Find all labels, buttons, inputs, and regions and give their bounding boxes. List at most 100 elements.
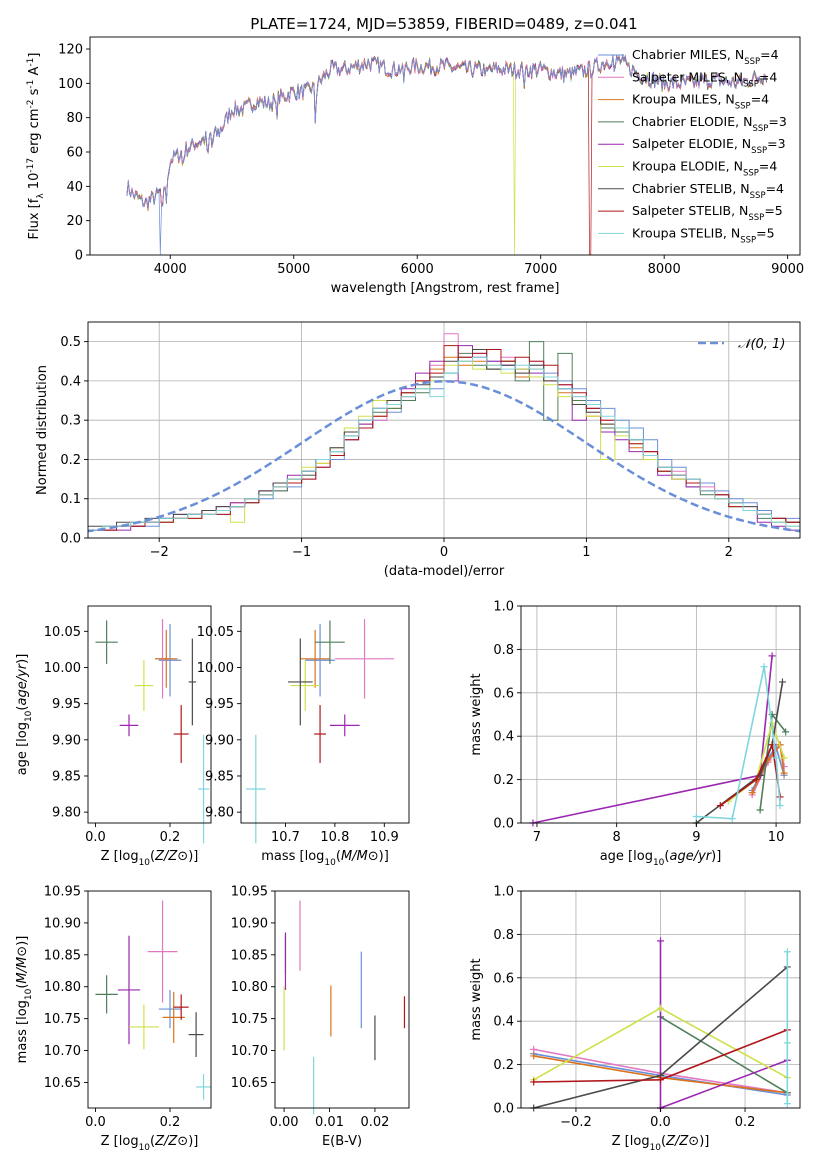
y-tick-label: 10.05 bbox=[44, 625, 81, 640]
y-tick-label: 40 bbox=[66, 180, 83, 195]
y-axis-label: mass weight bbox=[469, 958, 484, 1040]
y-tick-label: 9.85 bbox=[205, 769, 234, 784]
x-tick-label: 0.2 bbox=[160, 830, 181, 845]
weight_vs_age-frame: 7 8 9 10 0.0 0.2 0.4 0.6 0.8 1.0 age [log10(age/yr… bbox=[469, 600, 801, 868]
y-tick-label: 10.95 bbox=[44, 885, 81, 900]
y-tick-label: 0.4 bbox=[493, 730, 514, 745]
x-tick-label: 10 bbox=[768, 830, 785, 845]
x-tick-label: 7 bbox=[533, 830, 541, 845]
spectrum-lines bbox=[126, 53, 768, 255]
x-tick-label: 0.00 bbox=[270, 1115, 299, 1130]
y-tick-label: 0.1 bbox=[60, 492, 81, 507]
weight-marker-8 bbox=[783, 1100, 791, 1108]
x-tick-label: −2 bbox=[150, 545, 169, 560]
y-tick-label: 9.80 bbox=[205, 806, 234, 821]
x-tick-label: 0 bbox=[440, 545, 448, 560]
weight-marker-6 bbox=[778, 678, 786, 686]
residuals-frame: −2 −1 0 1 2 0.0 0.1 0.2 0.3 0.4 0.5 (data-model)/er… bbox=[35, 321, 801, 579]
legend-entry: Chabrier ELODIE, NSSP=3 bbox=[632, 114, 787, 134]
histogram-series-8 bbox=[88, 356, 800, 531]
x-tick-label: 6000 bbox=[401, 262, 434, 277]
x-tick-label: 7000 bbox=[524, 262, 557, 277]
x-axis-label: wavelength [Angstrom, rest frame] bbox=[331, 281, 560, 296]
residuals-plot-area bbox=[88, 333, 800, 533]
y-tick-label: 9.85 bbox=[52, 769, 81, 784]
legend-entry: Salpeter STELIB, NSSP=5 bbox=[632, 203, 783, 223]
y-tick-label: 10.70 bbox=[44, 1044, 81, 1059]
y-tick-label: 60 bbox=[66, 146, 83, 161]
weight-marker-3 bbox=[782, 728, 790, 736]
y-tick-label: 10.75 bbox=[44, 1012, 81, 1027]
x-tick-label: 10.7 bbox=[271, 830, 300, 845]
spectrum-series-0 bbox=[126, 55, 767, 255]
y-tick-label: 0.2 bbox=[60, 453, 81, 468]
y-tick-label: 9.80 bbox=[52, 806, 81, 821]
y-tick-label: 9.90 bbox=[52, 733, 81, 748]
x-tick-label: 0.0 bbox=[85, 1115, 106, 1130]
x-tick-label: 0.0 bbox=[650, 1115, 671, 1130]
weight-marker-2 bbox=[530, 1052, 538, 1060]
weight-marker-8 bbox=[783, 1039, 791, 1047]
y-tick-label: 120 bbox=[58, 43, 83, 58]
x-axis-label: Z [log10(Z/Z⊙)] bbox=[101, 849, 199, 868]
legend-entry: Salpeter MILES, NSSP=4 bbox=[632, 69, 777, 89]
age_vs_mass-errorbars bbox=[245, 619, 395, 844]
weight_vs_Z-lines bbox=[530, 937, 791, 1112]
age_vs_mass-frame: 10.7 10.8 10.9 9.80 9.85 9.90 9.95 10.00 10.05 ma… bbox=[197, 605, 410, 868]
mass_vs_ebv-plot-area bbox=[283, 900, 406, 1115]
y-tick-label: 10.85 bbox=[231, 948, 268, 963]
weight-marker-8 bbox=[776, 802, 784, 810]
x-tick-label: −1 bbox=[292, 545, 311, 560]
legend-entry: Kroupa MILES, NSSP=4 bbox=[632, 92, 769, 112]
y-tick-label: 10.70 bbox=[231, 1044, 268, 1059]
y-tick-label: 0.4 bbox=[493, 1015, 514, 1030]
y-axis-label: age [log10(age/yr)] bbox=[15, 654, 34, 776]
x-tick-label: −0.2 bbox=[560, 1115, 592, 1130]
axes-frame bbox=[87, 605, 212, 824]
y-tick-label: 10.65 bbox=[44, 1076, 81, 1091]
y-tick-label: 10.65 bbox=[231, 1076, 268, 1091]
x-axis-label: (data-model)/error bbox=[384, 564, 505, 579]
y-tick-label: 0.0 bbox=[493, 817, 514, 832]
weight-marker-3 bbox=[756, 806, 764, 814]
weight_vs_age-lines bbox=[529, 652, 790, 827]
weight-marker-7 bbox=[657, 1076, 664, 1084]
x-tick-label: 2 bbox=[725, 545, 733, 560]
weight-line-8 bbox=[696, 666, 781, 820]
weight-marker-5 bbox=[657, 1004, 664, 1012]
weight-marker-7 bbox=[530, 1078, 538, 1086]
axes-frame bbox=[87, 890, 212, 1109]
weight-line-4 bbox=[659, 940, 788, 1110]
gaussian-legend-label: 𝒩(0, 1) bbox=[738, 337, 785, 352]
weight_vs_age-plot-area bbox=[529, 652, 790, 827]
spectrum-plot-area bbox=[126, 53, 768, 255]
weight-marker-8 bbox=[692, 812, 700, 820]
x-tick-label: 4000 bbox=[154, 262, 187, 277]
mass_vs_Z-errorbars bbox=[95, 900, 211, 1100]
y-tick-label: 0.8 bbox=[493, 928, 514, 943]
weight-marker-4 bbox=[768, 652, 776, 660]
weight_vs_Z-plot-area bbox=[530, 937, 791, 1112]
x-axis-label: Z [log10(Z/Z⊙)] bbox=[612, 1134, 710, 1153]
y-tick-label: 0.5 bbox=[60, 335, 81, 350]
y-tick-label: 9.95 bbox=[205, 697, 234, 712]
y-tick-label: 10.05 bbox=[197, 625, 234, 640]
axes-frame bbox=[520, 605, 801, 824]
y-tick-label: 10.90 bbox=[231, 916, 268, 931]
y-tick-label: 10.90 bbox=[44, 916, 81, 931]
y-axis-label: Normed distribution bbox=[35, 365, 50, 495]
y-tick-label: 10.75 bbox=[231, 1012, 268, 1027]
x-tick-label: 5000 bbox=[277, 262, 310, 277]
y-axis-label: mass [log10(M/M⊙)] bbox=[15, 936, 34, 1064]
mass_vs_ebv-errorbars bbox=[283, 900, 406, 1115]
y-tick-label: 20 bbox=[66, 214, 83, 229]
y-tick-label: 10.00 bbox=[44, 661, 81, 676]
mass_vs_ebv-frame: 0.00 0.01 0.02 10.65 10.70 10.75 10.80 10.85 10.… bbox=[231, 885, 410, 1149]
residual-histograms bbox=[88, 333, 800, 533]
x-tick-label: 0.2 bbox=[160, 1115, 181, 1130]
age_vs_Z-errorbars bbox=[95, 619, 210, 844]
weight-marker-8 bbox=[760, 663, 768, 671]
y-tick-label: 0.4 bbox=[60, 374, 81, 389]
